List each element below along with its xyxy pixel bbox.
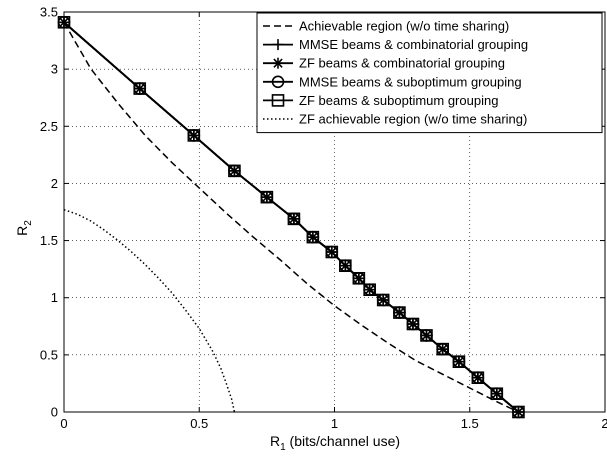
legend-label: Achievable region (w/o time sharing)	[299, 19, 509, 34]
series-line-6	[63, 209, 236, 413]
data-point-square	[352, 271, 366, 285]
x-tick-label: 0.5	[190, 416, 208, 431]
legend-item: ZF beams & suboptimum grouping	[263, 93, 498, 108]
legend-item: ZF achievable region (w/o time sharing)	[263, 112, 527, 127]
data-point-square	[471, 371, 485, 385]
y-tick-label: 3.5	[40, 5, 58, 20]
legend-label: MMSE beams & suboptimum grouping	[299, 74, 522, 89]
axis-tick-labels: 0 0.5 1 1.5 2 0 0.5 1 1.5 2 2.5 3 3.5	[40, 5, 607, 432]
data-point-square	[325, 245, 339, 259]
data-point-square	[287, 212, 301, 226]
data-point-square	[436, 342, 450, 356]
data-point-square	[406, 317, 420, 331]
data-point-square	[339, 259, 352, 273]
legend-marker	[271, 94, 285, 107]
data-point-square	[306, 230, 320, 244]
data-point-square	[490, 387, 504, 401]
grid	[64, 12, 605, 412]
legend-label: ZF beams & combinatorial grouping	[299, 56, 505, 71]
legend-item: MMSE beams & suboptimum grouping	[263, 74, 522, 89]
legend-marker	[272, 57, 284, 69]
y-tick-label: 1.5	[40, 233, 58, 248]
y-tick-label: 2.5	[40, 119, 58, 134]
legend-label: MMSE beams & combinatorial grouping	[299, 37, 528, 52]
data-point-square	[420, 329, 433, 342]
y-tick-label: 3	[51, 62, 58, 77]
data-point-square	[228, 164, 241, 178]
legend: Achievable region (w/o time sharing) MMSE…	[256, 12, 603, 134]
x-tick-label: 1.5	[461, 416, 479, 431]
legend-marker	[272, 39, 284, 51]
legend-marker	[271, 75, 285, 89]
legend-box	[256, 12, 603, 134]
legend-label: ZF achievable region (w/o time sharing)	[299, 112, 527, 127]
y-tick-label: 1	[51, 290, 58, 305]
legend-item: ZF beams & combinatorial grouping	[263, 56, 505, 71]
data-point-square	[452, 355, 466, 369]
data-point-square	[393, 306, 406, 319]
legend-label: ZF beams & suboptimum grouping	[299, 93, 498, 108]
data-point-square	[376, 293, 390, 307]
x-tick-label: 2	[601, 416, 607, 431]
y-tick-label: 2	[51, 176, 58, 191]
data-point-square	[363, 283, 376, 297]
legend-item: MMSE beams & combinatorial grouping	[263, 37, 528, 52]
legend-item: Achievable region (w/o time sharing)	[263, 19, 509, 34]
series-line-1	[63, 21, 519, 413]
data-point-square	[260, 190, 274, 204]
y-tick-label: 0	[51, 405, 58, 420]
x-axis-label: R1 (bits/channel use)	[270, 433, 400, 453]
x-tick-label: 0	[60, 416, 67, 431]
data-point-square	[133, 82, 147, 95]
y-tick-label: 0.5	[40, 347, 58, 362]
y-axis-label: R2	[14, 220, 34, 236]
x-tick-label: 1	[331, 416, 338, 431]
data-point-square	[187, 129, 201, 142]
